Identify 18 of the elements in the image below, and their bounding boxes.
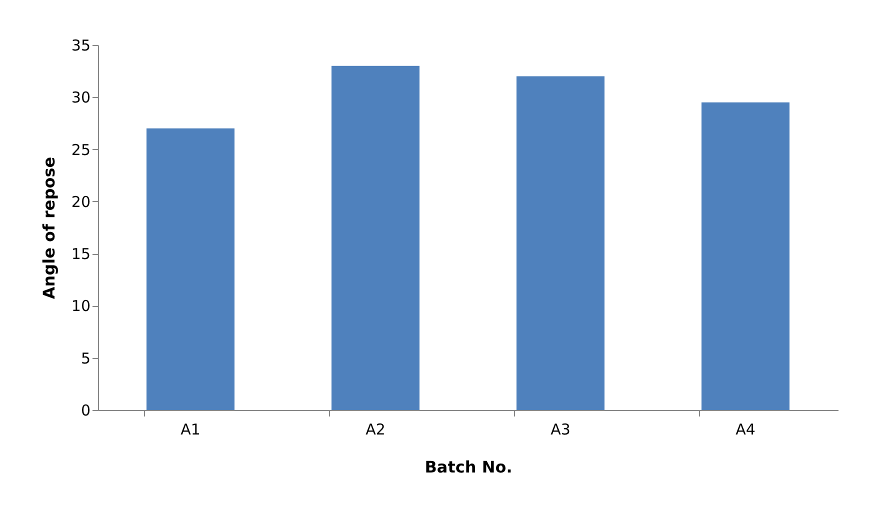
x-tick-label: A4 — [736, 420, 756, 438]
y-tick-label: 15 — [71, 245, 90, 264]
y-tick-label: 25 — [71, 140, 90, 159]
y-axis-title: Angle of repose — [39, 156, 58, 300]
x-tick-label: A3 — [550, 420, 570, 438]
y-tick-label: 0 — [80, 402, 90, 420]
x-tick-label: A2 — [366, 420, 386, 438]
bar — [516, 76, 604, 410]
y-tick-label: 30 — [71, 88, 90, 107]
y-tick-label: 10 — [71, 297, 90, 316]
y-tick-label: 20 — [71, 192, 90, 211]
x-tick-label: A1 — [180, 420, 200, 438]
y-tick-label: 35 — [71, 36, 90, 54]
bar — [702, 102, 790, 410]
x-axis-title: Batch No. — [424, 458, 512, 476]
bar — [146, 128, 234, 410]
y-tick-label: 5 — [80, 349, 90, 368]
bar — [332, 66, 420, 410]
